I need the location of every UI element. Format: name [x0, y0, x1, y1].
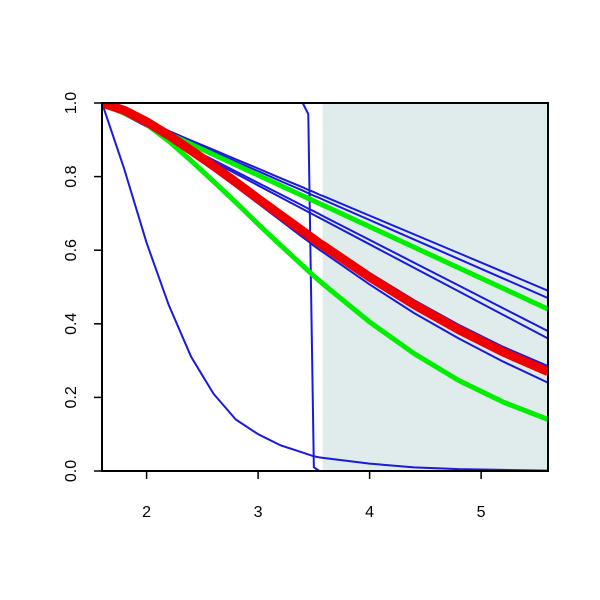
y-tick-label: 0.6: [63, 239, 80, 261]
x-tick-label: 4: [365, 504, 374, 521]
y-tick-label: 0.4: [63, 313, 80, 335]
line-layer: [102, 103, 548, 471]
series-line: [102, 103, 548, 471]
series-line: [102, 103, 548, 422]
shaded-region: [322, 103, 548, 471]
y-tick-label: 1.0: [63, 92, 80, 114]
shade-layer: [322, 103, 548, 471]
x-tick-label: 3: [254, 504, 263, 521]
y-tick-label: 0.8: [63, 165, 80, 187]
plot-frame: [101, 102, 549, 472]
y-tick-label: 0.0: [63, 460, 80, 482]
y-tick-label: 0.2: [63, 386, 80, 408]
x-tick-label: 2: [142, 504, 151, 521]
axis-layer: 2 3 4 5 0.0 0.2 0.4 0.6 0.8 1.0: [63, 92, 485, 521]
series-line: [102, 103, 548, 376]
x-tick-label: 5: [477, 504, 486, 521]
